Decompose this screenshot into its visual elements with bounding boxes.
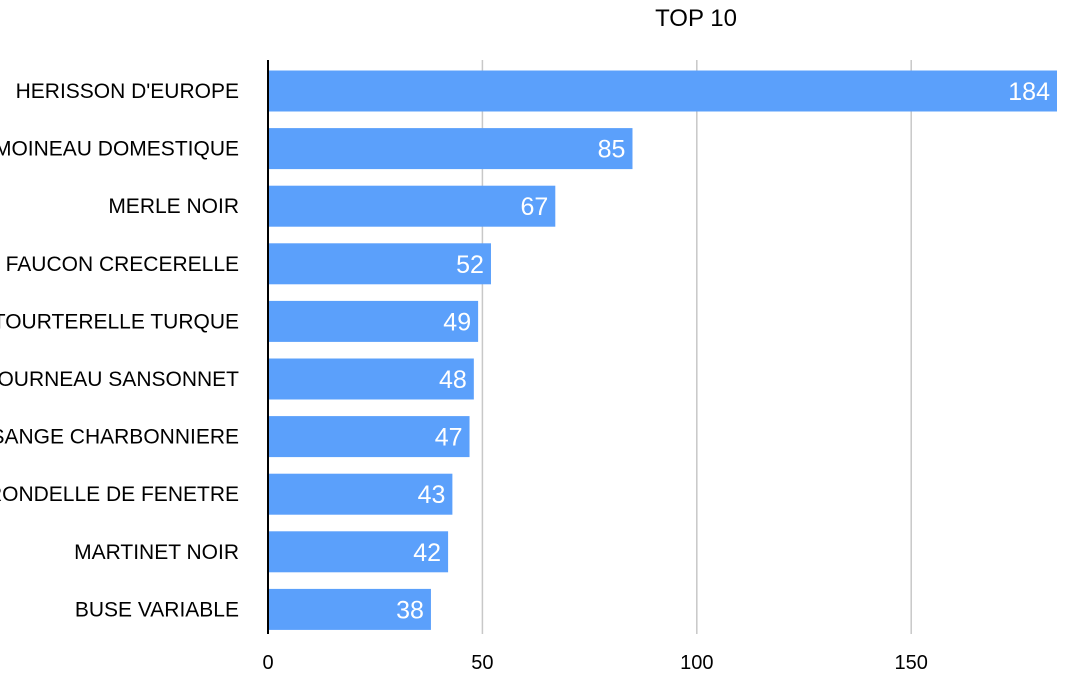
x-tick-label: 100 <box>680 652 713 674</box>
data-label: 38 <box>396 596 424 624</box>
data-label: 85 <box>598 136 626 164</box>
data-label: 67 <box>520 193 548 221</box>
chart-title: TOP 10 <box>655 5 737 32</box>
data-label: 52 <box>456 251 484 279</box>
bar <box>268 128 633 170</box>
bar <box>268 358 474 400</box>
category-label: ETOURNEAU SANSONNET <box>0 368 239 391</box>
bar <box>268 243 491 285</box>
data-label: 42 <box>413 539 441 567</box>
bar <box>268 588 431 630</box>
bars <box>268 70 1057 630</box>
labels: 0 50 100 150 HERISSON D'EUROPE 184 MOINEAU DOM… <box>0 78 1050 674</box>
bar <box>268 473 453 515</box>
category-label: HIRONDELLE DE FENETRE <box>0 483 239 506</box>
x-tick-label: 50 <box>471 652 493 674</box>
bar <box>268 185 556 227</box>
category-label: MOINEAU DOMESTIQUE <box>0 138 239 161</box>
category-label: MERLE NOIR <box>108 195 239 218</box>
data-label: 48 <box>439 366 467 394</box>
x-tick-label: 150 <box>895 652 928 674</box>
bar <box>268 70 1057 112</box>
data-label: 47 <box>435 424 463 452</box>
data-label: 184 <box>1008 78 1050 106</box>
category-label: FAUCON CRECERELLE <box>6 253 239 276</box>
category-label: MARTINET NOIR <box>74 541 239 564</box>
bar <box>268 531 449 573</box>
x-tick-label: 0 <box>262 652 273 674</box>
category-label: HERISSON D'EUROPE <box>16 80 239 103</box>
category-label: BUSE VARIABLE <box>75 598 239 621</box>
category-label: MESANGE CHARBONNIERE <box>0 426 239 449</box>
bar <box>268 300 479 342</box>
data-label: 43 <box>418 481 446 509</box>
category-label: TOURTERELLE TURQUE <box>0 310 239 333</box>
data-label: 49 <box>443 308 471 336</box>
bar <box>268 416 470 458</box>
